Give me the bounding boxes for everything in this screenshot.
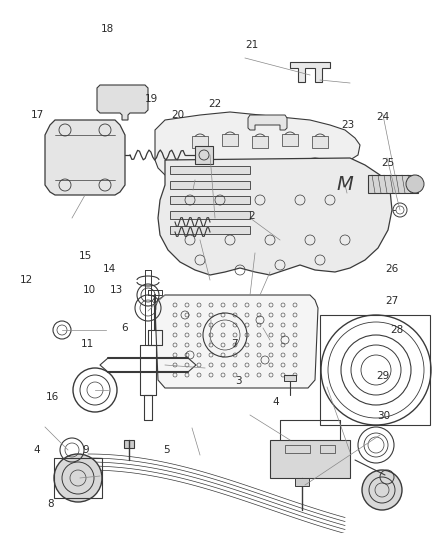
- Text: 11: 11: [81, 339, 94, 349]
- Bar: [192, 136, 208, 148]
- Bar: [170, 181, 250, 189]
- Polygon shape: [45, 120, 125, 195]
- Text: 8: 8: [47, 499, 54, 508]
- Text: 30: 30: [377, 411, 390, 421]
- Bar: [282, 134, 298, 146]
- Circle shape: [54, 454, 102, 502]
- Bar: [124, 440, 134, 448]
- Polygon shape: [155, 295, 318, 388]
- Text: 20: 20: [171, 110, 184, 119]
- Text: 29: 29: [377, 371, 390, 381]
- Bar: [170, 166, 250, 174]
- Text: 19: 19: [145, 94, 158, 103]
- Text: 3: 3: [235, 376, 242, 386]
- Bar: [252, 136, 268, 148]
- Text: 7: 7: [231, 339, 238, 349]
- Text: 5: 5: [163, 446, 170, 455]
- Text: 4: 4: [272, 398, 279, 407]
- Bar: [195, 146, 213, 164]
- Bar: [295, 478, 309, 486]
- Text: 9: 9: [82, 446, 89, 455]
- Bar: [284, 375, 296, 381]
- Text: 2: 2: [248, 211, 255, 221]
- Text: 15: 15: [79, 251, 92, 261]
- Circle shape: [406, 175, 424, 193]
- Bar: [285, 445, 310, 453]
- Text: 24: 24: [377, 112, 390, 122]
- Bar: [170, 226, 250, 234]
- Text: 14: 14: [103, 264, 116, 274]
- Text: M: M: [336, 175, 353, 195]
- Text: 25: 25: [381, 158, 394, 167]
- Polygon shape: [158, 158, 392, 275]
- Bar: [368, 175, 418, 193]
- Polygon shape: [290, 62, 330, 82]
- Text: 21: 21: [245, 41, 258, 50]
- Circle shape: [362, 470, 402, 510]
- Text: 28: 28: [390, 326, 403, 335]
- Polygon shape: [155, 112, 360, 178]
- Polygon shape: [97, 85, 148, 120]
- Text: 12: 12: [20, 275, 33, 285]
- Text: 4: 4: [34, 446, 41, 455]
- Text: 23: 23: [342, 120, 355, 130]
- Text: 18: 18: [101, 25, 114, 34]
- Text: 13: 13: [110, 286, 123, 295]
- Text: 22: 22: [208, 99, 221, 109]
- Text: 16: 16: [46, 392, 59, 402]
- Bar: [270, 440, 350, 478]
- Bar: [320, 445, 335, 453]
- Text: 27: 27: [385, 296, 399, 306]
- Bar: [54, 458, 102, 498]
- Bar: [312, 136, 328, 148]
- Bar: [222, 134, 238, 146]
- Bar: [170, 211, 250, 219]
- Polygon shape: [248, 115, 287, 130]
- Bar: [320, 315, 430, 425]
- Text: 17: 17: [31, 110, 44, 119]
- Text: 6: 6: [121, 323, 128, 333]
- Bar: [170, 196, 250, 204]
- Text: 26: 26: [385, 264, 399, 274]
- Text: 10: 10: [83, 286, 96, 295]
